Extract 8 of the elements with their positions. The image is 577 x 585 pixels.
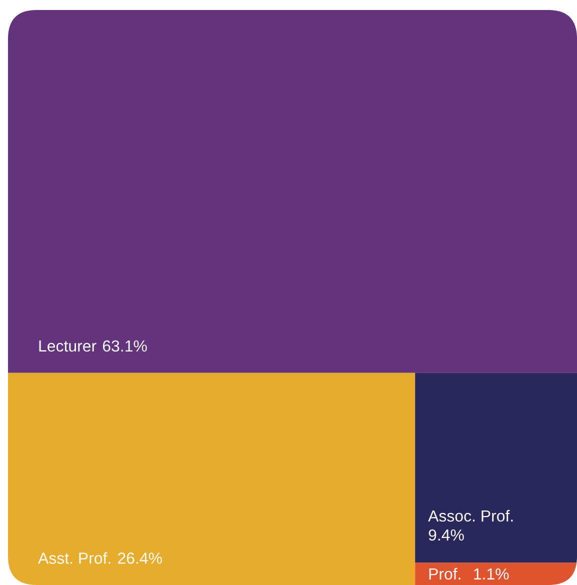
category-label: Asst. Prof. <box>38 552 110 564</box>
data-label: 9.4% <box>428 529 464 541</box>
data-label: 63.1% <box>102 340 147 352</box>
data-label: 26.4% <box>118 552 162 564</box>
category-label: Assoc. Prof. <box>428 510 513 522</box>
category-label: Prof. <box>429 568 460 580</box>
category-label: Lecturer <box>39 340 96 352</box>
data-label: 1.1% <box>474 568 509 580</box>
